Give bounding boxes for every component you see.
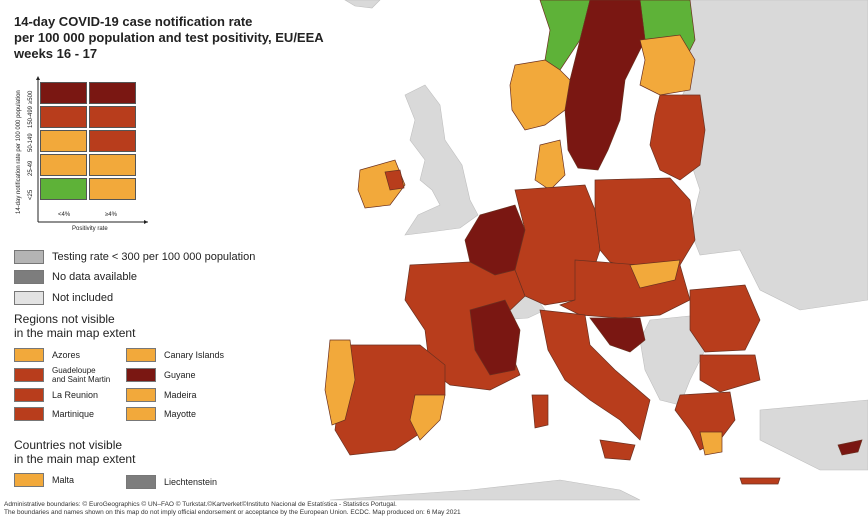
- slovakia: [629, 259, 681, 289]
- non-eu-land: [329, 0, 868, 501]
- legend-panel: 14-day COVID-19 case notification rate p…: [0, 0, 330, 500]
- matrix-cell: [89, 154, 136, 176]
- region-madeira: Madeira: [126, 388, 197, 402]
- finland: [639, 34, 696, 96]
- attribution-footer: Administrative boundaries: © EuroGeograp…: [4, 501, 864, 517]
- regions-title-line-1: Regions not visible: [14, 312, 115, 326]
- swatch-not-included: [14, 291, 44, 305]
- swatch-no-data: [14, 270, 44, 284]
- country-liechtenstein-label: Liechtenstein: [164, 477, 218, 487]
- baltics: [649, 94, 706, 181]
- region-la-reunion: La Reunion: [14, 388, 98, 402]
- region-canary-islands: Canary Islands: [126, 348, 224, 362]
- swatch-liechtenstein: [126, 475, 156, 489]
- countries-title-line-2: in the main map extent: [14, 452, 136, 466]
- region-guadeloupe: Guadeloupe and Saint Martin: [14, 366, 110, 384]
- matrix-row-label: <25: [28, 189, 34, 200]
- matrix-axes: [36, 76, 148, 224]
- swatch-malta: [14, 473, 44, 487]
- portugal: [324, 339, 356, 426]
- legend-no-data-label: No data available: [52, 271, 138, 283]
- region-guadeloupe-line-2: and Saint Martin: [52, 375, 111, 384]
- region-azores-label: Azores: [52, 350, 81, 360]
- crete: [739, 477, 781, 485]
- region-martinique: Martinique: [14, 407, 94, 421]
- croatia: [589, 317, 646, 353]
- norway: [509, 59, 571, 131]
- legend-not-included-label: Not included: [52, 292, 114, 304]
- title-line-2: per 100 000 population and test positivi…: [14, 30, 324, 45]
- matrix-cell: [89, 82, 136, 104]
- region-la-reunion-label: La Reunion: [52, 390, 99, 400]
- greece-south: [699, 431, 723, 456]
- region-guyane: Guyane: [126, 368, 196, 382]
- region-madeira-label: Madeira: [164, 390, 197, 400]
- region-canary-islands-label: Canary Islands: [164, 350, 225, 360]
- swatch-martinique: [14, 407, 44, 421]
- bulgaria: [699, 354, 761, 393]
- legend-testing-low: Testing rate < 300 per 100 000 populatio…: [14, 250, 255, 264]
- sicily: [599, 439, 636, 461]
- matrix-row-label: ≥500: [28, 90, 34, 104]
- countries-title-line-1: Countries not visible: [14, 438, 123, 452]
- title-line-3: weeks 16 - 17: [14, 46, 98, 61]
- region-azores: Azores: [14, 348, 80, 362]
- title-line-1: 14-day COVID-19 case notification rate: [14, 14, 253, 29]
- country-malta: Malta: [14, 473, 74, 487]
- matrix-x-title: Positivity rate: [72, 226, 108, 232]
- matrix-cell: [89, 130, 136, 152]
- region-martinique-label: Martinique: [52, 409, 95, 419]
- country-malta-label: Malta: [52, 475, 75, 485]
- region-mayotte: Mayotte: [126, 407, 196, 421]
- legend-no-data: No data available: [14, 270, 137, 284]
- swatch-guyane: [126, 368, 156, 382]
- swatch-mayotte: [126, 407, 156, 421]
- romania: [689, 284, 761, 353]
- legend-not-included: Not included: [14, 291, 113, 305]
- matrix-row-label: 25-49: [28, 160, 34, 176]
- france-east: [469, 299, 521, 376]
- x-tick-high: ≥4%: [105, 212, 117, 218]
- matrix-cell: [40, 130, 87, 152]
- countries-section-title: Countries not visible in the main map ex…: [14, 438, 135, 466]
- regions-title-line-2: in the main map extent: [14, 326, 136, 340]
- matrix-row-label: 150-499: [28, 105, 34, 128]
- matrix-y-title: 14-day notification rate per 100 000 pop…: [16, 90, 22, 214]
- spain-east: [409, 394, 446, 441]
- swatch-la-reunion: [14, 388, 44, 402]
- poland: [594, 177, 696, 271]
- sardinia: [531, 394, 549, 429]
- region-guyane-label: Guyane: [164, 370, 196, 380]
- matrix-cell: [40, 154, 87, 176]
- legend-testing-low-label: Testing rate < 300 per 100 000 populatio…: [52, 251, 256, 263]
- swatch-madeira: [126, 388, 156, 402]
- region-mayotte-label: Mayotte: [164, 409, 197, 419]
- footer-line-2: The boundaries and names shown on this m…: [4, 509, 461, 516]
- cyprus: [837, 439, 863, 456]
- regions-section-title: Regions not visible in the main map exte…: [14, 312, 135, 340]
- map-title: 14-day COVID-19 case notification rate p…: [14, 14, 334, 62]
- italy: [539, 309, 651, 441]
- matrix-cell: [40, 106, 87, 128]
- swatch-testing-low: [14, 250, 44, 264]
- eu-countries: [324, 0, 863, 485]
- matrix-cell: [89, 178, 136, 200]
- northern-ireland: [384, 169, 405, 191]
- swatch-canary-islands: [126, 348, 156, 362]
- country-liechtenstein: Liechtenstein: [126, 475, 217, 489]
- region-guadeloupe-label: Guadeloupe and Saint Martin: [52, 366, 110, 384]
- region-guadeloupe-line-1: Guadeloupe: [52, 366, 96, 375]
- footer-line-1: Administrative boundaries: © EuroGeograp…: [4, 501, 397, 508]
- swatch-azores: [14, 348, 44, 362]
- swatch-guadeloupe: [14, 368, 44, 382]
- denmark: [534, 139, 566, 191]
- x-tick-low: <4%: [58, 212, 71, 218]
- matrix-row-label: 50-149: [28, 133, 34, 152]
- matrix-cell: [89, 106, 136, 128]
- matrix-cell: [40, 178, 87, 200]
- matrix-cell: [40, 82, 87, 104]
